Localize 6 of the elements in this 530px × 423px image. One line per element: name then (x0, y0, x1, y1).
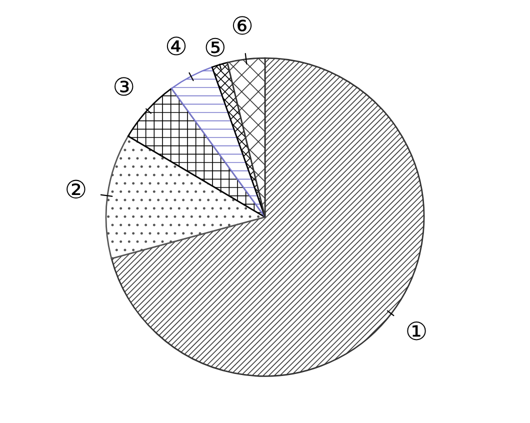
slice-label: ② (66, 180, 86, 199)
slice-label: ① (407, 322, 426, 340)
slice-label: ⑥ (232, 16, 252, 35)
slice-label: ③ (114, 77, 134, 96)
slice-label: ④ (166, 36, 186, 56)
slice-label: ⑤ (206, 38, 224, 57)
